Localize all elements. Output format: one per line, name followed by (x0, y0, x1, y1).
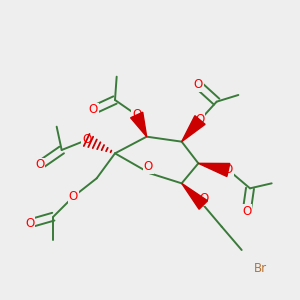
Text: O: O (144, 160, 153, 173)
Text: O: O (89, 103, 98, 116)
Text: O: O (195, 113, 205, 127)
Text: O: O (242, 205, 251, 218)
Text: O: O (224, 164, 233, 176)
Text: O: O (194, 79, 203, 92)
Text: O: O (132, 109, 141, 122)
Polygon shape (182, 116, 205, 142)
Text: O: O (26, 217, 34, 230)
Polygon shape (130, 112, 147, 137)
Text: Br: Br (254, 262, 267, 275)
Text: O: O (200, 192, 208, 205)
Text: O: O (82, 134, 91, 146)
Text: O: O (35, 158, 45, 172)
Text: O: O (69, 190, 78, 203)
Polygon shape (182, 183, 208, 209)
Polygon shape (198, 163, 230, 176)
